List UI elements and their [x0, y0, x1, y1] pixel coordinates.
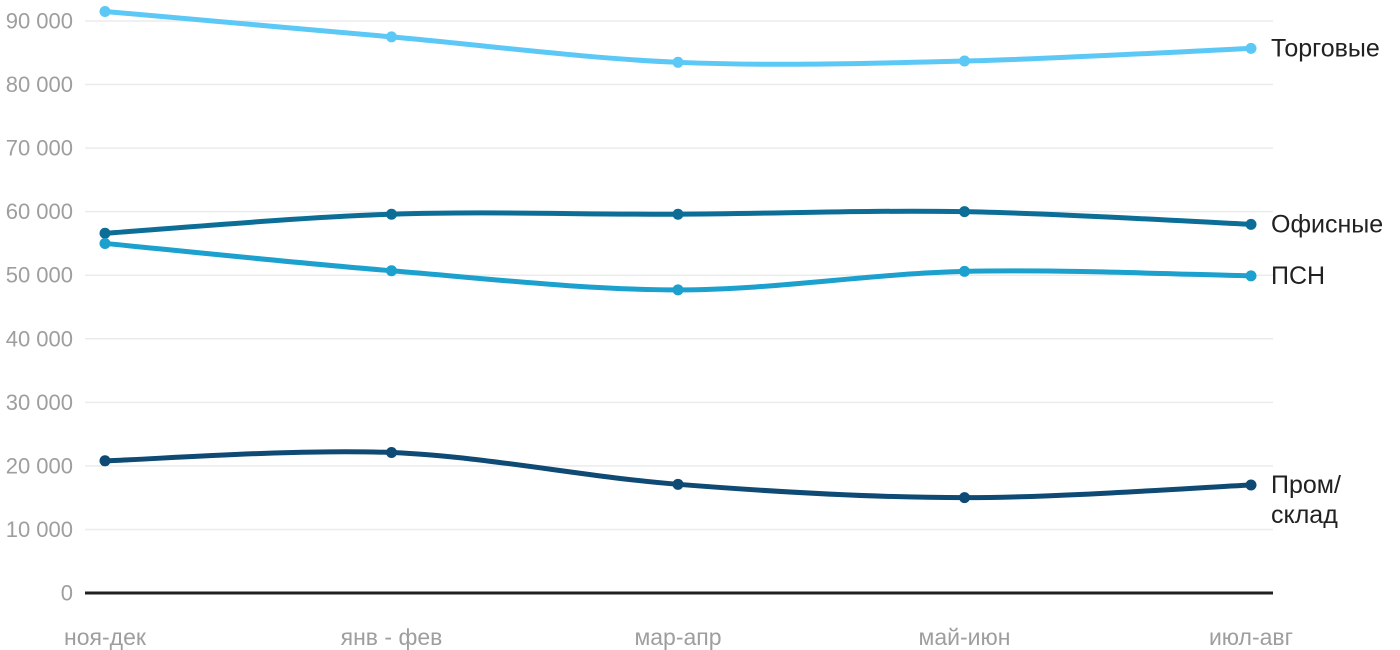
- y-axis-tick-label: 90 000: [6, 9, 73, 34]
- data-point-ofisnye[interactable]: [386, 208, 397, 220]
- data-point-prom-sklad[interactable]: [672, 478, 684, 490]
- y-axis-tick-label: 40 000: [6, 326, 73, 351]
- data-point-prom-sklad[interactable]: [959, 492, 970, 504]
- series-line-psn: [102, 240, 1254, 293]
- data-point-torgovye[interactable]: [386, 31, 397, 43]
- x-axis-tick-label: мар-апр: [634, 624, 721, 650]
- y-axis-tick-label: 70 000: [6, 136, 73, 161]
- series-label-prom-sklad: Пром/склад: [1271, 471, 1341, 529]
- data-point-ofisnye[interactable]: [672, 208, 684, 220]
- x-axis-tick-label: июл-авг: [1209, 624, 1293, 650]
- data-point-psn[interactable]: [1245, 270, 1257, 282]
- data-point-psn[interactable]: [99, 237, 111, 249]
- series-line-torgovye: [102, 8, 1254, 67]
- data-point-torgovye[interactable]: [959, 55, 970, 67]
- data-point-ofisnye[interactable]: [1245, 218, 1257, 230]
- series-label-ofisnye: Офисные: [1271, 210, 1383, 238]
- y-axis-tick-label: 10 000: [6, 517, 73, 542]
- data-point-torgovye[interactable]: [672, 56, 684, 68]
- y-axis-tick-label: 60 000: [6, 199, 73, 224]
- data-point-torgovye[interactable]: [99, 5, 111, 17]
- x-axis-tick-label: ноя-дек: [64, 624, 147, 650]
- data-point-prom-sklad[interactable]: [1245, 479, 1257, 491]
- series-label-psn: ПСН: [1271, 262, 1325, 290]
- x-axis-tick-label: май-июн: [919, 624, 1011, 650]
- data-point-prom-sklad[interactable]: [99, 455, 111, 467]
- data-point-psn[interactable]: [959, 265, 970, 277]
- data-point-psn[interactable]: [672, 284, 684, 296]
- y-axis-tick-label: 80 000: [6, 72, 73, 97]
- data-point-psn[interactable]: [386, 265, 397, 277]
- x-axis-tick-label: янв - фев: [341, 624, 443, 650]
- series-line-prom-sklad: [102, 449, 1254, 501]
- data-point-ofisnye[interactable]: [99, 227, 111, 239]
- data-point-ofisnye[interactable]: [959, 206, 970, 218]
- series-label-torgovye: Торговые: [1271, 34, 1380, 62]
- data-point-prom-sklad[interactable]: [386, 447, 397, 459]
- y-axis-tick-label: 50 000: [6, 263, 73, 288]
- y-axis-tick-label: 20 000: [6, 453, 73, 478]
- y-axis-tick-label: 30 000: [6, 390, 73, 415]
- y-axis-tick-label: 0: [61, 581, 73, 606]
- data-point-torgovye[interactable]: [1245, 42, 1257, 54]
